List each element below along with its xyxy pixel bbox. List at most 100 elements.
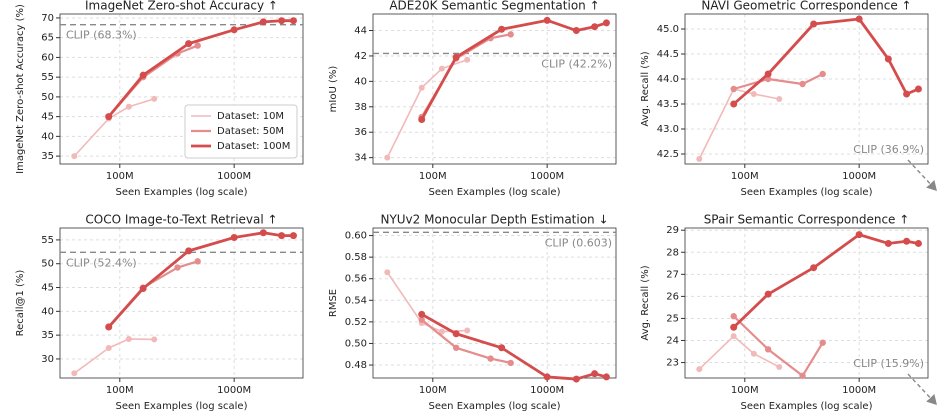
x-tick-label: 1000M — [842, 385, 876, 396]
plot-frame — [59, 227, 304, 379]
data-point — [185, 40, 193, 48]
y-axis-label: Avg. Recall (%) — [640, 265, 651, 340]
y-tick-label: 55 — [41, 72, 54, 83]
clip-arrow — [907, 373, 937, 406]
y-tick-label: 0.54 — [345, 295, 367, 306]
y-tick-label: 43.5 — [657, 99, 679, 110]
data-point — [438, 65, 445, 72]
x-axis-label: Seen Examples (log scale) — [116, 401, 248, 412]
data-point — [464, 56, 471, 63]
y-tick-label: 44.0 — [657, 74, 679, 85]
x-tick-label: 100M — [106, 385, 134, 396]
data-point — [543, 373, 551, 381]
data-point — [819, 339, 826, 346]
y-tick-label: 35 — [41, 330, 54, 341]
y-tick-label: 45 — [41, 283, 54, 294]
y-tick-label: 0.56 — [345, 274, 367, 285]
series-line — [732, 233, 919, 329]
data-point — [750, 91, 757, 97]
data-point — [602, 19, 610, 27]
plot-frame — [684, 13, 929, 165]
data-point — [230, 234, 238, 242]
series-line — [698, 335, 780, 370]
y-axis-label: ImageNet Zero-shot Accuracy (%) — [15, 4, 26, 174]
chart-title: ImageNet Zero-shot Accuracy ↑ — [85, 0, 278, 13]
y-tick-label: 45 — [41, 112, 54, 123]
data-point — [418, 316, 425, 323]
clip-label: CLIP (42.2%) — [541, 57, 612, 70]
plot-frame — [372, 13, 617, 165]
x-tick-label: 100M — [731, 171, 759, 182]
data-point — [498, 25, 506, 33]
data-point — [730, 333, 737, 340]
data-point — [418, 84, 425, 91]
chart-panel: 34 36 38 40 42 44 100M 1000M ADE20K Semantic Seg… — [328, 0, 617, 198]
data-point — [174, 264, 181, 271]
x-tick-label: 100M — [731, 385, 759, 396]
y-tick-label: 70 — [41, 13, 54, 24]
y-tick-label: 42.5 — [657, 149, 679, 160]
y-tick-label: 0.48 — [345, 360, 367, 371]
data-point — [289, 232, 297, 240]
legend-label: Dataset: 10M — [217, 111, 284, 122]
data-point — [418, 310, 426, 318]
data-point — [105, 113, 113, 121]
data-point — [71, 153, 78, 160]
y-tick-label: 30 — [41, 354, 54, 365]
data-point — [418, 116, 426, 124]
data-point — [289, 17, 297, 25]
y-tick-label: 40 — [41, 306, 54, 317]
y-tick-label: 43.0 — [657, 124, 679, 135]
data-point — [764, 75, 772, 83]
data-point — [855, 15, 863, 23]
chart-panel: 35 40 45 50 55 60 65 70 100M 1000M ImageNet Zero-s… — [15, 0, 304, 198]
data-point — [452, 53, 460, 61]
chart-title: NAVI Geometric Correspondence ↑ — [701, 0, 911, 13]
y-tick-label: 29 — [666, 225, 679, 236]
y-tick-label: 23 — [666, 358, 679, 369]
y-tick-label: 40 — [41, 131, 54, 142]
y-tick-label: 40 — [354, 76, 367, 87]
series-line — [386, 271, 468, 333]
legend-box — [184, 104, 298, 159]
y-axis-label: Avg. Recall (%) — [640, 51, 651, 126]
data-point — [776, 363, 783, 370]
data-point — [591, 370, 599, 378]
y-tick-label: 28 — [666, 247, 679, 258]
y-tick-label: 35 — [41, 151, 54, 162]
data-point — [278, 17, 286, 25]
clip-label: CLIP (52.4%) — [66, 256, 137, 269]
data-point — [139, 284, 147, 292]
y-tick-label: 26 — [666, 291, 679, 302]
series-line — [421, 318, 511, 364]
data-point — [259, 18, 267, 26]
data-point — [764, 70, 772, 78]
plot-frame — [372, 227, 617, 379]
y-tick-label: 0.60 — [345, 231, 367, 242]
x-axis-label: Seen Examples (log scale) — [741, 187, 873, 198]
data-point — [384, 154, 391, 161]
data-point — [572, 375, 580, 383]
chart-title: SPair Semantic Correspondence ↑ — [704, 213, 910, 227]
data-point — [696, 366, 703, 373]
y-tick-label: 44 — [354, 26, 367, 37]
clip-label: CLIP (36.9%) — [853, 143, 924, 156]
legend-label: Dataset: 100M — [217, 141, 290, 152]
data-point — [903, 90, 911, 98]
x-axis-label: Seen Examples (log scale) — [741, 401, 873, 412]
data-point — [194, 42, 201, 49]
x-tick-label: 100M — [106, 171, 134, 182]
y-axis-label: mIoU (%) — [328, 66, 339, 113]
data-point — [498, 344, 506, 352]
data-point — [278, 232, 286, 240]
data-point — [602, 373, 610, 381]
data-point — [799, 80, 806, 88]
y-tick-label: 60 — [41, 52, 54, 63]
series-line — [421, 313, 607, 381]
y-tick-label: 0.50 — [345, 338, 367, 349]
x-tick-label: 100M — [419, 171, 447, 182]
data-point — [105, 323, 113, 331]
chart-panel: 30 35 40 45 50 55 100M 1000M COCO Image-to-Text … — [15, 213, 304, 412]
y-tick-label: 38 — [354, 102, 367, 113]
series-line — [732, 315, 824, 377]
